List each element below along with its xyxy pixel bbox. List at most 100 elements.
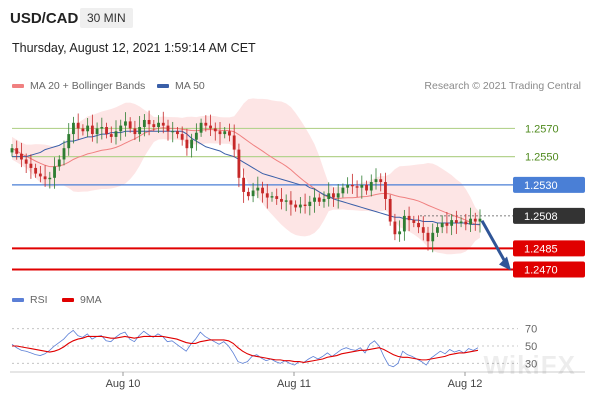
ma50-label: MA 50 bbox=[175, 80, 205, 92]
rsi-series-9MA bbox=[12, 335, 479, 364]
candle-body bbox=[270, 196, 274, 198]
candle-body bbox=[436, 227, 439, 233]
forecast-arrow-shaft bbox=[480, 219, 508, 265]
ma50-swatch bbox=[157, 84, 169, 88]
candle-body bbox=[209, 125, 212, 129]
candle-body bbox=[53, 166, 56, 178]
candle-body bbox=[157, 122, 160, 128]
candle-body bbox=[100, 127, 104, 129]
level-label-1.2485: 1.2485 bbox=[524, 243, 558, 255]
candle-body bbox=[256, 187, 260, 191]
level-label-1.2550: 1.2550 bbox=[525, 152, 559, 164]
candle-body bbox=[459, 221, 463, 223]
candle-body bbox=[251, 190, 255, 197]
candle-body bbox=[402, 215, 406, 232]
watermark: WikiFX bbox=[483, 350, 576, 380]
forecast-arrow-head bbox=[499, 256, 511, 271]
candle-body bbox=[29, 163, 33, 168]
candle-body bbox=[445, 222, 449, 226]
candle-body bbox=[464, 221, 468, 225]
ma20-label: MA 20 + Bollinger Bands bbox=[30, 80, 146, 92]
candle-body bbox=[62, 148, 66, 160]
candle-body bbox=[142, 119, 146, 128]
candle-body bbox=[10, 148, 14, 153]
candle-body bbox=[417, 222, 420, 228]
candle-body bbox=[313, 197, 316, 202]
candle-body bbox=[138, 127, 142, 135]
candle-body bbox=[114, 131, 118, 137]
level-tag-1.2485 bbox=[513, 240, 585, 257]
ma20-swatch bbox=[12, 84, 24, 88]
candle-body bbox=[223, 131, 227, 135]
x-tick-aug-11: Aug 11 bbox=[277, 378, 311, 390]
timeframe-badge[interactable]: 30 MIN bbox=[80, 8, 133, 28]
candle-body bbox=[317, 197, 321, 202]
candle-body bbox=[81, 128, 85, 132]
candle-body bbox=[440, 222, 444, 228]
rsi-swatch bbox=[12, 298, 24, 302]
candle-body bbox=[469, 218, 472, 225]
candle-body bbox=[237, 149, 241, 178]
candle-body bbox=[218, 131, 222, 135]
current-price-tag bbox=[513, 207, 585, 224]
candle-body bbox=[341, 187, 345, 194]
level-tag-1.2470 bbox=[513, 261, 585, 278]
candle-body bbox=[57, 159, 61, 167]
candle-body bbox=[384, 182, 387, 199]
candle-body bbox=[398, 231, 402, 235]
candle-body bbox=[199, 122, 203, 133]
candle-body bbox=[246, 191, 250, 197]
candle-body bbox=[152, 124, 156, 128]
candle-body bbox=[67, 134, 71, 149]
candle-body bbox=[360, 184, 364, 188]
candle-body bbox=[478, 218, 482, 222]
candle-body bbox=[128, 121, 132, 129]
candle-body bbox=[109, 134, 113, 137]
candle-body bbox=[327, 193, 331, 199]
candle-body bbox=[388, 198, 392, 222]
candle-body bbox=[161, 122, 165, 126]
symbol-title: USD/CAD bbox=[10, 10, 79, 27]
rsi-tick-70: 70 bbox=[525, 324, 537, 336]
candle-body bbox=[350, 184, 354, 187]
rsi-tick-30: 30 bbox=[525, 358, 537, 370]
candle-body bbox=[105, 127, 108, 135]
candle-body bbox=[171, 131, 175, 133]
candle-body bbox=[308, 201, 312, 207]
level-label-1.2470: 1.2470 bbox=[524, 264, 558, 276]
candle-body bbox=[228, 131, 231, 136]
candle-body bbox=[119, 125, 123, 132]
candle-body bbox=[303, 204, 307, 207]
candle-body bbox=[86, 125, 90, 132]
candle-body bbox=[407, 215, 411, 221]
level-label-1.2570: 1.2570 bbox=[525, 123, 559, 135]
ma20-line bbox=[11, 127, 481, 226]
rsi-ma-label: 9MA bbox=[80, 294, 102, 306]
candle-body bbox=[280, 198, 283, 202]
chart-header: USD/CAD 30 MIN bbox=[0, 0, 590, 36]
candle-body bbox=[369, 182, 373, 191]
candle-body bbox=[43, 176, 47, 180]
candle-body bbox=[15, 148, 19, 154]
ma50-line bbox=[12, 130, 480, 225]
legend-ma50: MA 50 bbox=[157, 80, 205, 92]
candle-body bbox=[473, 218, 477, 222]
candle-body bbox=[294, 204, 298, 208]
candle-body bbox=[90, 125, 94, 135]
candle-body bbox=[412, 220, 416, 223]
candle-body bbox=[355, 186, 359, 188]
candle-body bbox=[298, 204, 302, 208]
candle-body bbox=[284, 200, 288, 202]
legend-ma20: MA 20 + Bollinger Bands bbox=[12, 80, 145, 92]
candle-body bbox=[24, 159, 28, 164]
candle-body bbox=[147, 119, 151, 125]
candle-body bbox=[332, 193, 335, 198]
candle-body bbox=[431, 232, 435, 242]
candle-body bbox=[450, 220, 454, 226]
candle-body bbox=[265, 193, 269, 198]
legend-rsi: RSI bbox=[12, 294, 48, 306]
rsi-tick-50: 50 bbox=[525, 341, 537, 353]
rsi-ma-swatch bbox=[62, 298, 74, 302]
candle-body bbox=[166, 125, 170, 132]
candle-body bbox=[204, 122, 208, 126]
